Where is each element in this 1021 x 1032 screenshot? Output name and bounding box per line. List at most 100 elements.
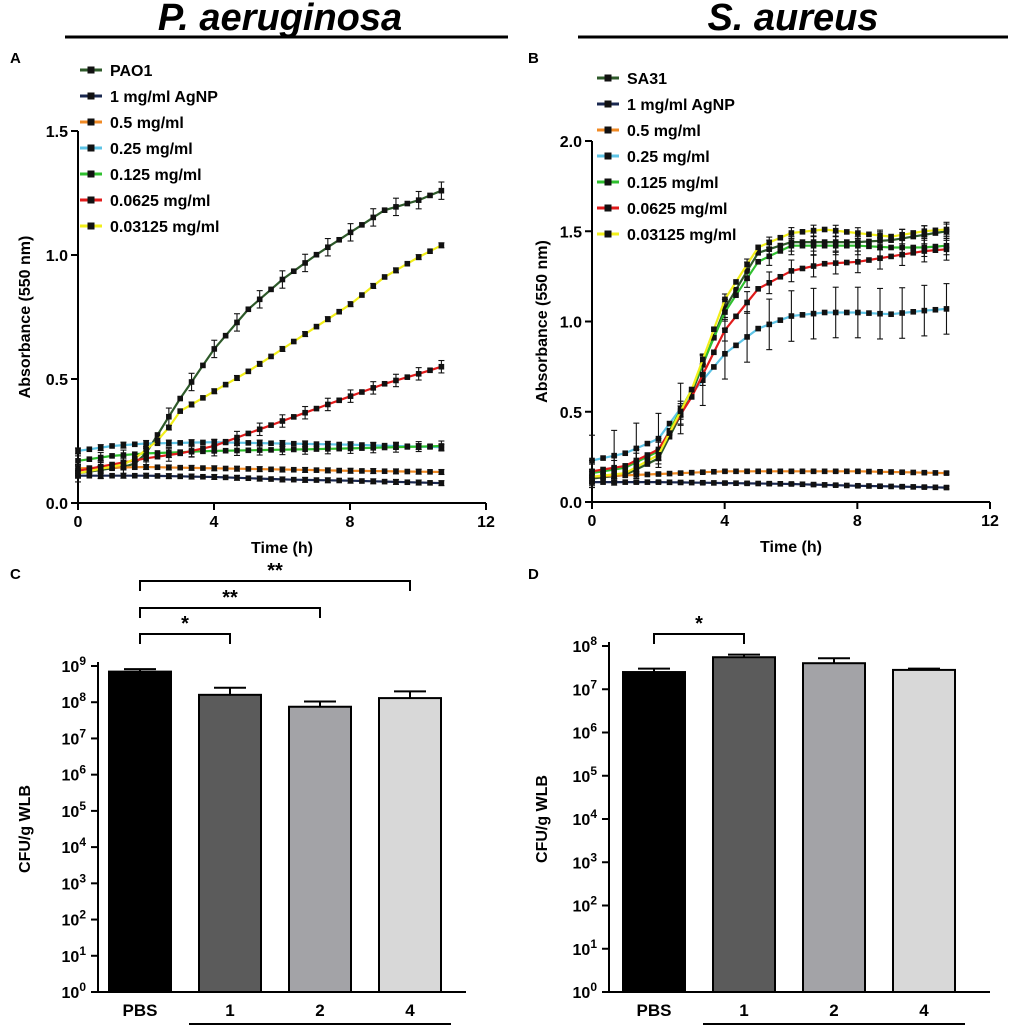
b-y-tick-label: 0.5 bbox=[560, 405, 582, 422]
b-data-point bbox=[711, 334, 717, 341]
a-data-point bbox=[166, 464, 172, 471]
b-data-point bbox=[711, 326, 717, 333]
b-data-point bbox=[633, 445, 640, 452]
a-data-point bbox=[290, 446, 297, 453]
b-data-point bbox=[832, 468, 839, 475]
a-data-point bbox=[86, 456, 93, 462]
b-data-point bbox=[622, 470, 629, 476]
a-data-point bbox=[131, 472, 138, 479]
a-legend-entry: 0.125 mg/ml bbox=[80, 167, 202, 184]
a-data-point bbox=[415, 468, 422, 475]
a-data-point bbox=[381, 207, 388, 213]
a-data-point bbox=[154, 450, 161, 456]
c-y-tick-label: 104 bbox=[62, 835, 87, 857]
a-data-point bbox=[279, 446, 286, 453]
b-x-tick-label: 12 bbox=[981, 513, 999, 530]
a-data-point bbox=[393, 479, 399, 485]
panel-label-c: C bbox=[10, 566, 21, 583]
b-data-point bbox=[711, 468, 717, 475]
a-data-point bbox=[370, 468, 377, 474]
a-data-point bbox=[268, 447, 274, 453]
a-data-point bbox=[427, 443, 433, 450]
b-legend-marker bbox=[604, 126, 612, 134]
a-data-point bbox=[109, 472, 115, 479]
b-legend-entry: 0.03125 mg/ml bbox=[597, 227, 736, 244]
c-significance-bracket bbox=[139, 607, 321, 618]
b-legend-label: 0.0625 mg/ml bbox=[627, 201, 728, 218]
a-data-point bbox=[131, 455, 138, 462]
b-data-point bbox=[699, 479, 706, 486]
a-data-point bbox=[154, 432, 161, 438]
b-x-tick-label: 8 bbox=[853, 513, 862, 530]
a-data-point bbox=[120, 472, 127, 479]
c-bar-4 bbox=[378, 697, 442, 994]
a-legend-marker bbox=[87, 196, 95, 204]
a-data-point bbox=[427, 192, 433, 199]
d-y-tick-label: 101 bbox=[573, 937, 598, 959]
b-data-point bbox=[722, 327, 728, 333]
b-legend-marker bbox=[604, 230, 612, 238]
a-data-point bbox=[166, 413, 172, 420]
d-y-tick-label: 104 bbox=[573, 807, 598, 829]
b-data-point bbox=[677, 408, 684, 415]
b-data-point bbox=[644, 452, 651, 458]
a-data-point bbox=[256, 466, 263, 472]
c-bar-pbs bbox=[108, 670, 172, 993]
b-data-point bbox=[888, 244, 894, 251]
d-y-tick-label: 102 bbox=[573, 894, 598, 916]
c-y-tick-label: 108 bbox=[62, 690, 87, 712]
a-data-point bbox=[245, 440, 252, 446]
a-data-point bbox=[404, 468, 411, 475]
b-data-point bbox=[711, 349, 717, 356]
b-data-point bbox=[843, 242, 850, 249]
b-data-point bbox=[777, 468, 784, 475]
b-data-point bbox=[799, 229, 806, 235]
a-data-point bbox=[393, 267, 399, 274]
b-data-point bbox=[899, 251, 905, 258]
a-series-5 bbox=[75, 359, 445, 478]
a-series-6 bbox=[75, 242, 445, 477]
c-significance-label: ** bbox=[267, 560, 283, 582]
b-data-point bbox=[855, 259, 861, 265]
c-category-label: 4 bbox=[405, 1001, 415, 1020]
a-data-point bbox=[256, 447, 263, 453]
b-data-point bbox=[866, 257, 872, 263]
c-y-tick-label: 109 bbox=[62, 654, 87, 676]
a-data-point bbox=[131, 460, 138, 467]
a-legend-label: 0.03125 mg/ml bbox=[110, 219, 219, 236]
a-data-point bbox=[359, 389, 365, 395]
a-data-point bbox=[245, 430, 252, 437]
a-data-point bbox=[154, 464, 161, 471]
b-data-point bbox=[688, 390, 695, 397]
a-data-point bbox=[415, 443, 422, 450]
b-data-point bbox=[932, 243, 939, 250]
a-data-point bbox=[279, 418, 286, 424]
a-data-point bbox=[381, 444, 388, 451]
a-data-point bbox=[234, 465, 240, 472]
a-data-point bbox=[177, 450, 184, 457]
a-data-point bbox=[313, 441, 320, 447]
a-data-point bbox=[313, 251, 320, 258]
a-data-point bbox=[427, 367, 433, 374]
a-data-point bbox=[211, 465, 218, 472]
b-data-point bbox=[821, 482, 828, 488]
a-data-point bbox=[302, 260, 308, 266]
c-y-tick-label: 103 bbox=[62, 871, 87, 893]
a-data-point bbox=[427, 248, 433, 255]
a-data-point bbox=[279, 466, 286, 473]
b-data-point bbox=[855, 309, 861, 316]
b-data-point bbox=[843, 309, 850, 316]
b-data-point bbox=[711, 364, 717, 370]
b-data-point bbox=[910, 233, 917, 240]
a-data-point bbox=[200, 448, 206, 455]
b-data-point bbox=[910, 250, 917, 256]
b-legend-marker bbox=[604, 74, 612, 82]
b-data-point bbox=[799, 481, 806, 488]
b-data-point bbox=[766, 468, 773, 475]
a-data-point bbox=[313, 323, 320, 330]
a-data-point bbox=[222, 332, 229, 339]
b-data-point bbox=[888, 469, 894, 475]
b-data-point bbox=[921, 307, 928, 314]
d-category-label: 4 bbox=[919, 1001, 929, 1020]
c-category-label: 2 bbox=[315, 1001, 324, 1020]
